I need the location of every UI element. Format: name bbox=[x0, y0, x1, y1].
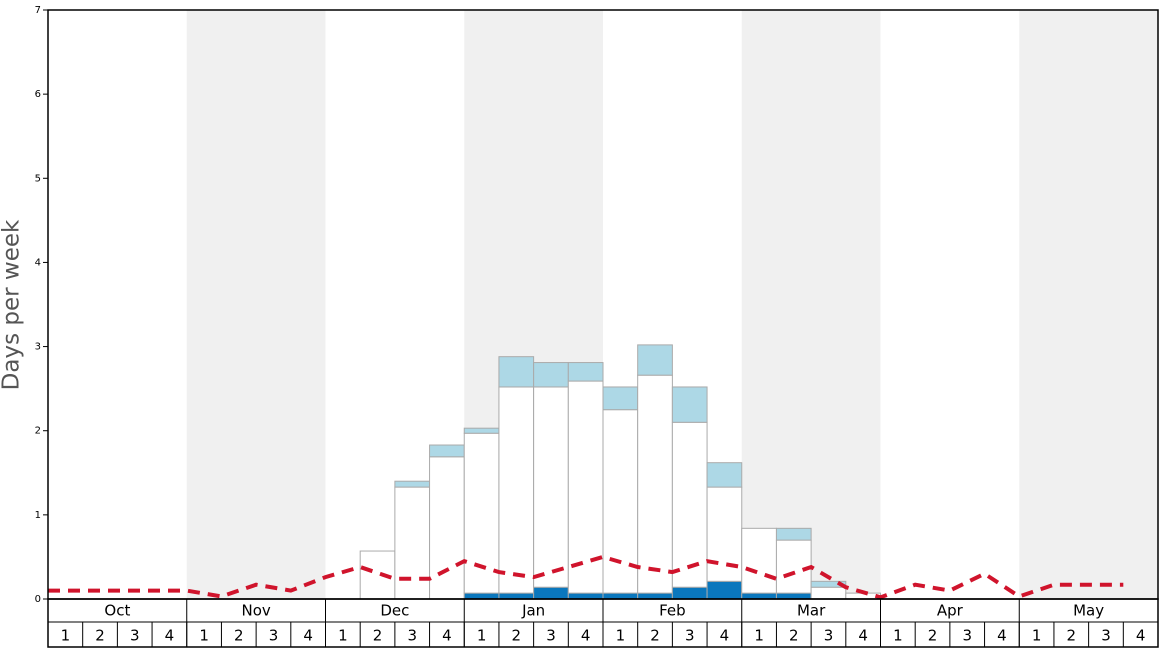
x-tick-label: 3 bbox=[546, 627, 556, 645]
x-tick-label: 1 bbox=[199, 627, 209, 645]
x-tick-label: 4 bbox=[858, 627, 868, 645]
month-label: Jan bbox=[521, 602, 545, 620]
x-tick-label: 1 bbox=[477, 627, 487, 645]
x-tick-label: 3 bbox=[962, 627, 972, 645]
x-tick-label: 2 bbox=[95, 627, 105, 645]
bar-segment bbox=[498, 356, 535, 388]
bar-segment bbox=[602, 386, 639, 411]
line-series bbox=[48, 554, 1124, 600]
y-tick-label: 0 bbox=[35, 594, 41, 605]
bar-segment bbox=[567, 592, 604, 600]
x-tick-label: 3 bbox=[685, 627, 695, 645]
x-tick-label: 1 bbox=[616, 627, 626, 645]
x-tick-label: 2 bbox=[234, 627, 244, 645]
bar-segment bbox=[775, 539, 812, 594]
month-label: Nov bbox=[241, 602, 270, 620]
month-label: Feb bbox=[659, 602, 686, 620]
bar-segment bbox=[533, 362, 569, 388]
x-tick-label: 1 bbox=[338, 627, 348, 645]
x-tick-label: 1 bbox=[1032, 627, 1042, 645]
y-tick-label: 4 bbox=[35, 257, 41, 268]
month-band bbox=[741, 10, 881, 599]
month-band bbox=[186, 10, 326, 599]
bar-segment bbox=[463, 427, 500, 434]
y-tick-label: 2 bbox=[35, 426, 41, 437]
bar-segment bbox=[671, 386, 708, 423]
bar-segment bbox=[741, 592, 777, 600]
y-tick-label: 7 bbox=[35, 5, 41, 16]
bar-segment bbox=[463, 592, 500, 600]
bar-segment bbox=[429, 456, 465, 600]
x-tick-label: 4 bbox=[1136, 627, 1146, 645]
x-tick-label: 4 bbox=[303, 627, 313, 645]
bar-segment bbox=[498, 386, 535, 594]
bar-segment bbox=[671, 421, 708, 588]
x-tick-label: 3 bbox=[130, 627, 140, 645]
bar-segment bbox=[706, 580, 743, 600]
x-tick-label: 4 bbox=[442, 627, 452, 645]
bar-segment bbox=[810, 580, 847, 588]
y-tick-label: 6 bbox=[35, 89, 41, 100]
bar-segment bbox=[567, 380, 604, 594]
x-tick-label: 4 bbox=[720, 627, 730, 645]
bar-segment bbox=[394, 480, 431, 488]
bar-segment bbox=[533, 386, 569, 588]
bar-segment bbox=[671, 586, 708, 600]
x-tick-label: 3 bbox=[407, 627, 417, 645]
bar-segment bbox=[533, 586, 569, 600]
x-tick-label: 2 bbox=[1067, 627, 1077, 645]
month-label: Mar bbox=[797, 602, 826, 620]
bar-segment bbox=[429, 444, 465, 458]
x-tick-label: 3 bbox=[269, 627, 279, 645]
bar-segment bbox=[637, 344, 673, 376]
x-tick-label: 2 bbox=[789, 627, 799, 645]
x-tick-label: 4 bbox=[165, 627, 175, 645]
y-axis-label: Days per week bbox=[0, 219, 25, 390]
x-tick-label: 3 bbox=[1101, 627, 1111, 645]
bar-segment bbox=[498, 592, 535, 600]
bar-segment bbox=[637, 592, 673, 600]
month-label: Apr bbox=[937, 602, 964, 620]
x-tick-label: 2 bbox=[373, 627, 383, 645]
month-label: Oct bbox=[104, 602, 130, 620]
month-label: Dec bbox=[380, 602, 409, 620]
month-label: May bbox=[1073, 602, 1104, 620]
bar-segment bbox=[775, 527, 812, 541]
month-band bbox=[1019, 10, 1158, 599]
x-tick-label: 1 bbox=[61, 627, 71, 645]
x-tick-label: 2 bbox=[650, 627, 660, 645]
bar-segment bbox=[810, 586, 847, 600]
bar-segment bbox=[741, 527, 777, 594]
x-tick-label: 2 bbox=[928, 627, 938, 645]
x-tick-label: 1 bbox=[754, 627, 764, 645]
bar-segment bbox=[567, 362, 604, 382]
bar-segment bbox=[394, 486, 431, 600]
y-tick-label: 5 bbox=[35, 173, 41, 184]
x-tick-label: 1 bbox=[893, 627, 903, 645]
x-tick-label: 4 bbox=[581, 627, 591, 645]
bar-segment bbox=[463, 432, 500, 594]
bar-segment bbox=[775, 592, 812, 600]
x-tick-label: 2 bbox=[512, 627, 522, 645]
y-tick-label: 3 bbox=[35, 342, 41, 353]
y-tick-label: 1 bbox=[35, 510, 41, 521]
x-tick-label: 4 bbox=[997, 627, 1007, 645]
bar-segment bbox=[637, 374, 673, 594]
x-tick-label: 3 bbox=[824, 627, 834, 645]
bar-segment bbox=[706, 462, 743, 488]
bar-segment bbox=[602, 592, 639, 600]
